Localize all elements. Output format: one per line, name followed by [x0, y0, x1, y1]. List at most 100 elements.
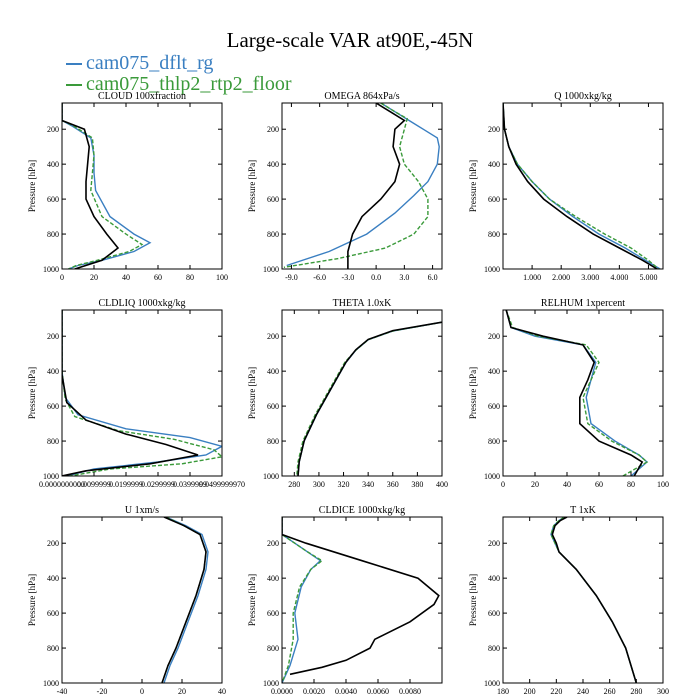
x-tick-label: 0.0199999 — [109, 480, 143, 489]
y-tick-label: 600 — [47, 195, 59, 204]
series-line — [282, 517, 440, 676]
y-axis-label: Pressure [hPa] — [468, 160, 478, 212]
x-tick-label: 280 — [630, 687, 642, 696]
legend-entry-floor: cam075_thlp2_rtp2_floor — [66, 73, 292, 96]
series-line — [297, 321, 442, 476]
x-tick-label: 20 — [531, 480, 539, 489]
legend-swatch — [66, 84, 82, 87]
y-tick-label: 800 — [488, 230, 500, 239]
x-tick-label: 0.0060 — [367, 687, 389, 696]
x-tick-label: 0.0499999970 — [199, 480, 245, 489]
panel-title: THETA 1.0xK — [333, 298, 392, 309]
panel-title: CLDLIQ 1000xkg/kg — [99, 298, 186, 309]
y-tick-label: 200 — [488, 125, 500, 134]
y-tick-label: 1000 — [263, 265, 279, 274]
x-tick-label: 0.0299999 — [141, 480, 175, 489]
x-tick-label: 0.0000 — [271, 687, 293, 696]
y-tick-label: 200 — [488, 539, 500, 548]
x-tick-label: 0 — [501, 480, 505, 489]
series-line — [503, 103, 660, 269]
y-tick-label: 1000 — [484, 679, 500, 688]
figure-title: Large-scale VAR at90E,-45N — [226, 28, 474, 52]
y-tick-label: 200 — [47, 125, 59, 134]
x-tick-label: 40 — [563, 480, 571, 489]
series-line — [62, 310, 222, 476]
panel-title: T 1xK — [570, 505, 596, 516]
series-line — [282, 517, 324, 683]
y-axis-label: Pressure [hPa] — [247, 367, 257, 419]
x-tick-label: 20 — [90, 273, 98, 282]
x-tick-label: 200 — [524, 687, 536, 696]
x-tick-label: 20 — [178, 687, 186, 696]
y-axis-label: Pressure [hPa] — [468, 574, 478, 626]
y-axis-label: Pressure [hPa] — [247, 160, 257, 212]
series-line — [161, 517, 207, 683]
series-line — [163, 517, 209, 683]
x-tick-label: 40 — [122, 273, 130, 282]
panel-title: CLOUD 100xfraction — [98, 91, 186, 102]
legend-swatch — [66, 63, 82, 66]
y-tick-label: 800 — [47, 230, 59, 239]
x-tick-label: 240 — [577, 687, 589, 696]
x-tick-label: 340 — [362, 480, 374, 489]
y-axis-label: Pressure [hPa] — [27, 160, 37, 212]
x-tick-label: 380 — [411, 480, 423, 489]
series-line — [62, 103, 152, 269]
x-tick-label: -40 — [57, 687, 68, 696]
y-tick-label: 600 — [488, 609, 500, 618]
x-tick-label: 3.0 — [399, 273, 409, 282]
series-line — [347, 103, 406, 269]
x-tick-label: -3.0 — [342, 273, 355, 282]
panel-title: OMEGA 864xPa/s — [324, 91, 399, 102]
series-line — [505, 310, 649, 476]
y-tick-label: 200 — [47, 539, 59, 548]
x-tick-label: 100 — [657, 480, 669, 489]
plot-frame — [281, 516, 443, 684]
y-axis-label: Pressure [hPa] — [247, 574, 257, 626]
y-tick-label: 1000 — [263, 679, 279, 688]
y-tick-label: 1000 — [484, 472, 500, 481]
y-axis-label: Pressure [hPa] — [27, 367, 37, 419]
x-tick-label: 280 — [288, 480, 300, 489]
y-tick-label: 800 — [267, 437, 279, 446]
series-line — [551, 517, 638, 683]
y-tick-label: 600 — [488, 195, 500, 204]
plot-frame — [281, 102, 443, 270]
y-tick-label: 1000 — [263, 472, 279, 481]
series-line — [505, 310, 649, 476]
x-tick-label: 3.000 — [581, 273, 599, 282]
y-tick-label: 1000 — [43, 472, 59, 481]
x-tick-label: 320 — [338, 480, 350, 489]
x-tick-label: 0 — [60, 273, 64, 282]
y-tick-label: 1000 — [43, 679, 59, 688]
y-tick-label: 400 — [47, 367, 59, 376]
x-tick-label: 0.0020 — [303, 687, 325, 696]
x-tick-label: 80 — [627, 480, 635, 489]
y-tick-label: 1000 — [484, 265, 500, 274]
series-line — [503, 103, 658, 269]
x-tick-label: 60 — [595, 480, 603, 489]
plot-frame — [281, 309, 443, 477]
x-tick-label: 0.0399999 — [173, 480, 207, 489]
x-tick-label: 360 — [387, 480, 399, 489]
y-tick-label: 600 — [267, 195, 279, 204]
y-tick-label: 400 — [47, 160, 59, 169]
plot-frame — [61, 309, 223, 477]
y-tick-label: 800 — [267, 644, 279, 653]
panel-title: U 1xm/s — [125, 505, 159, 516]
x-tick-label: 300 — [313, 480, 325, 489]
x-tick-label: 6.0 — [428, 273, 438, 282]
y-tick-label: 600 — [488, 402, 500, 411]
plot-frame — [502, 516, 664, 684]
y-tick-label: 200 — [267, 332, 279, 341]
x-tick-label: -6.0 — [313, 273, 326, 282]
y-tick-label: 800 — [267, 230, 279, 239]
x-tick-label: 220 — [550, 687, 562, 696]
plot-frame — [502, 309, 664, 477]
legend-entry-dflt: cam075_dflt_rg — [66, 52, 213, 75]
y-tick-label: 600 — [267, 402, 279, 411]
x-tick-label: 0.0080 — [399, 687, 421, 696]
x-tick-label: 0 — [140, 687, 144, 696]
y-tick-label: 600 — [47, 402, 59, 411]
